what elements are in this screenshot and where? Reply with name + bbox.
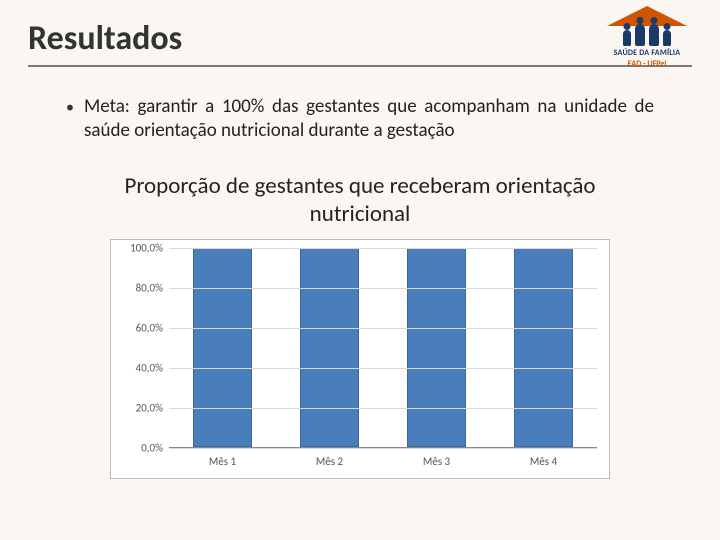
chart-bar	[300, 248, 360, 447]
chart-bar	[407, 248, 467, 447]
chart-bar-slot: Mês 4	[490, 248, 597, 447]
chart-subtitle: Proporção de gestantes que receberam ori…	[0, 144, 720, 230]
chart-x-tick-label: Mês 3	[423, 455, 450, 468]
bullet-text: Meta: garantir a 100% das gestantes que …	[84, 95, 654, 144]
chart-y-tick-label: 40,0%	[136, 362, 163, 375]
chart-y-tick-label: 100,0%	[130, 242, 163, 255]
bullet-dot-icon: •	[66, 95, 74, 121]
chart-x-tick-label: Mês 2	[316, 455, 343, 468]
logo-text-1: SAÚDE DA FAMÍLIA	[592, 48, 702, 58]
chart-y-tick-label: 80,0%	[136, 282, 163, 295]
chart-bar-slot: Mês 3	[383, 248, 490, 447]
logo-text-2: EAD - UFPel	[592, 59, 702, 69]
logo-family-icon	[592, 24, 702, 46]
chart-gridline	[169, 408, 597, 409]
chart-x-tick-label: Mês 1	[209, 455, 236, 468]
logo-roof-icon	[607, 6, 687, 26]
chart-x-tick-label: Mês 4	[530, 455, 557, 468]
chart-bar	[193, 248, 253, 447]
chart-bar-slot: Mês 2	[276, 248, 383, 447]
chart-bars: Mês 1Mês 2Mês 3Mês 4	[169, 248, 597, 447]
chart-gridline	[169, 328, 597, 329]
chart-gridline	[169, 448, 597, 449]
bar-chart: Mês 1Mês 2Mês 3Mês 4 0,0%20,0%40,0%60,0%…	[110, 239, 610, 479]
chart-plot-area: Mês 1Mês 2Mês 3Mês 4 0,0%20,0%40,0%60,0%…	[169, 248, 597, 448]
chart-gridline	[169, 288, 597, 289]
chart-bar	[514, 248, 574, 447]
chart-y-tick-label: 60,0%	[136, 322, 163, 335]
chart-gridline	[169, 248, 597, 249]
chart-y-tick-label: 20,0%	[136, 402, 163, 415]
logo: SAÚDE DA FAMÍLIA EAD - UFPel	[592, 6, 702, 84]
chart-bar-slot: Mês 1	[169, 248, 276, 447]
chart-gridline	[169, 368, 597, 369]
chart-y-tick-label: 0,0%	[141, 442, 163, 455]
